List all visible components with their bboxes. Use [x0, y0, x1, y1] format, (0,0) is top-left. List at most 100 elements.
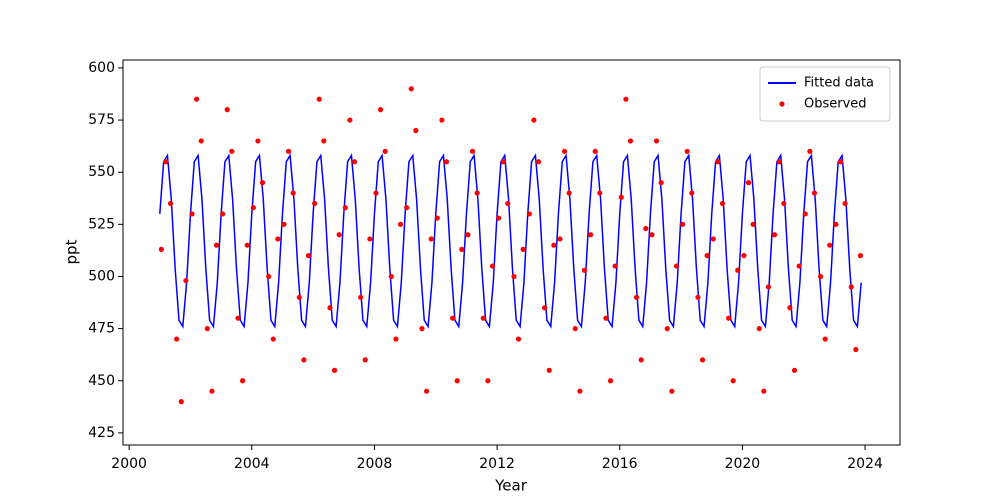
- observed-point: [336, 232, 342, 238]
- observed-point: [469, 148, 476, 154]
- observed-point: [419, 326, 425, 332]
- observed-point: [193, 96, 200, 102]
- observed-point: [853, 346, 859, 353]
- observed-point: [305, 253, 312, 259]
- observed-point: [423, 388, 430, 394]
- observed-point: [848, 284, 854, 290]
- observed-point: [833, 221, 839, 227]
- observed-point: [285, 148, 292, 154]
- observed-point: [771, 232, 778, 238]
- observed-point: [163, 159, 169, 165]
- x-tick-label: 2000: [111, 456, 147, 472]
- observed-point: [811, 190, 818, 196]
- fitted-line: [159, 153, 862, 329]
- y-axis-label: ppt: [63, 239, 81, 264]
- observed-point: [750, 221, 756, 227]
- observed-point: [167, 200, 174, 207]
- x-tick-label: 2008: [357, 456, 393, 472]
- observed-point: [312, 200, 318, 207]
- observed-point: [183, 278, 189, 284]
- observed-point: [347, 117, 353, 123]
- observed-point: [756, 326, 762, 332]
- x-tick-label: 2020: [725, 456, 761, 472]
- observed-point: [653, 138, 660, 144]
- observed-point: [270, 336, 276, 342]
- observed-point: [454, 378, 460, 384]
- observed-point: [496, 215, 502, 221]
- observed-point: [531, 117, 537, 123]
- observed-point: [459, 246, 465, 252]
- observed-point: [664, 326, 670, 332]
- observed-point: [235, 315, 241, 321]
- observed-point: [526, 211, 532, 217]
- observed-point: [618, 194, 624, 200]
- observed-point: [837, 159, 844, 165]
- observed-point: [827, 242, 833, 248]
- observed-point: [500, 159, 506, 165]
- observed-point: [275, 236, 281, 242]
- observed-point: [428, 236, 434, 242]
- observed-point: [209, 388, 215, 394]
- observed-point: [388, 273, 394, 280]
- y-tick-label: 550: [88, 164, 115, 180]
- observed-point: [198, 138, 204, 144]
- observed-point: [397, 221, 404, 227]
- observed-point: [684, 148, 690, 154]
- observed-point: [239, 378, 246, 384]
- x-tick-label: 2024: [847, 456, 883, 472]
- observed-point: [450, 315, 456, 321]
- observed-point: [822, 336, 828, 342]
- observed-point: [290, 190, 296, 196]
- x-tick-label: 2016: [602, 456, 638, 472]
- x-tick-label: 2004: [234, 456, 270, 472]
- observed-point: [842, 200, 848, 207]
- observed-point: [597, 190, 603, 196]
- observed-point: [745, 180, 752, 186]
- observed-point: [413, 127, 419, 134]
- observed-point: [174, 336, 180, 342]
- observed-point: [351, 159, 358, 165]
- observed-point: [689, 190, 695, 196]
- observed-point: [266, 273, 272, 280]
- observed-point: [443, 159, 450, 165]
- y-tick-label: 425: [88, 425, 115, 441]
- observed-point: [787, 305, 793, 311]
- observed-point: [204, 326, 210, 332]
- observed-point: [250, 205, 256, 211]
- observed-point: [358, 294, 364, 300]
- observed-point: [719, 200, 726, 207]
- y-tick-label: 575: [88, 112, 115, 128]
- observed-point: [404, 205, 410, 211]
- observed-point: [627, 138, 634, 144]
- y-tick-label: 600: [88, 60, 115, 76]
- observed-point: [296, 294, 302, 300]
- observed-point: [255, 138, 261, 144]
- observed-point: [765, 284, 772, 290]
- observed-point: [588, 232, 594, 238]
- x-axis-label: Year: [494, 477, 528, 495]
- observed-point: [572, 326, 578, 332]
- observed-point: [485, 378, 491, 384]
- observed-point: [699, 357, 706, 363]
- observed-point: [480, 315, 486, 321]
- observed-point: [791, 367, 798, 373]
- observed-point: [643, 225, 649, 232]
- observed-point: [158, 246, 164, 252]
- observed-point: [520, 246, 526, 252]
- observed-point: [735, 267, 741, 273]
- y-tick-label: 525: [88, 216, 115, 232]
- x-tick-label: 2012: [479, 456, 515, 472]
- observed-point: [178, 399, 184, 405]
- observed-point: [561, 148, 568, 154]
- observed-point: [220, 211, 226, 217]
- observed-point: [434, 215, 440, 221]
- observed-point: [612, 263, 618, 269]
- observed-point: [316, 96, 322, 102]
- observed-point: [796, 263, 802, 269]
- legend-label: Fitted data: [804, 76, 874, 91]
- observed-point: [551, 242, 557, 248]
- observed-point: [362, 357, 368, 363]
- observed-point: [542, 305, 548, 311]
- observed-point: [213, 242, 220, 248]
